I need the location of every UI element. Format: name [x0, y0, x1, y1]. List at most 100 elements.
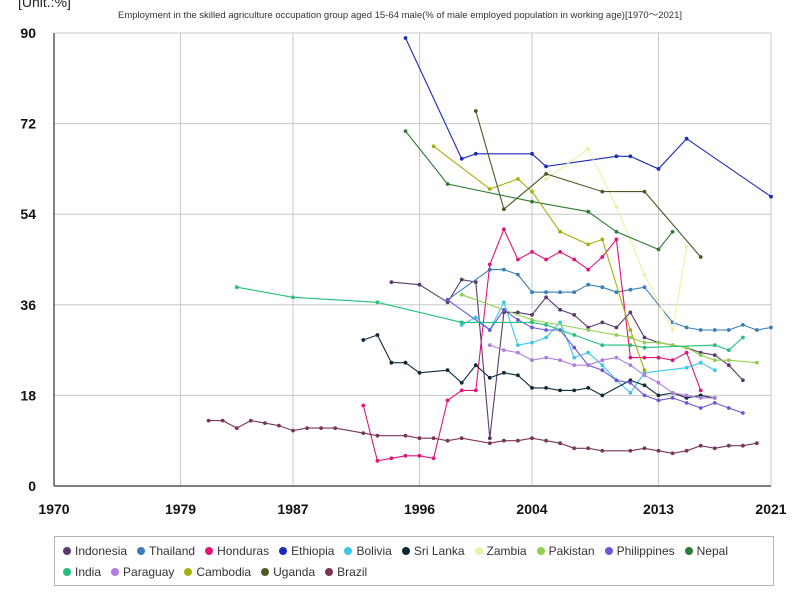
data-point-brazil-24 — [586, 446, 591, 451]
series-paraguay — [487, 343, 717, 400]
legend-marker-india — [63, 567, 71, 576]
data-point-zambia-5 — [684, 245, 689, 249]
data-point-honduras-10 — [502, 227, 506, 232]
data-point-uganda-0 — [473, 109, 478, 113]
data-point-philippines-11 — [628, 380, 633, 385]
data-point-thailand-9 — [600, 285, 605, 290]
data-point-honduras-2 — [389, 456, 394, 461]
data-point-philippines-4 — [530, 325, 534, 330]
data-point-indonesia-3 — [459, 277, 464, 282]
data-point-paraguay-8 — [600, 358, 605, 363]
data-point-brazil-0 — [206, 418, 211, 423]
data-point-paraguay-4 — [544, 355, 548, 360]
data-point-honduras-7 — [459, 388, 464, 393]
data-point-pakistan-10 — [712, 358, 717, 363]
data-point-india-11 — [726, 348, 731, 352]
data-point-ethiopia-9 — [769, 194, 773, 199]
legend-marker-zambia — [474, 546, 483, 555]
data-point-brazil-6 — [291, 428, 295, 433]
data-point-indonesia-9 — [544, 295, 548, 300]
data-point-thailand-14 — [684, 325, 689, 330]
data-point-bolivia-9 — [586, 350, 591, 355]
data-point-honduras-24 — [698, 388, 703, 393]
series-ethiopia — [403, 36, 773, 199]
data-point-paraguay-9 — [614, 355, 619, 360]
data-point-nepal-6 — [670, 229, 675, 234]
data-point-ethiopia-8 — [684, 136, 689, 141]
data-point-paraguay-14 — [684, 393, 689, 398]
data-point-bolivia-5 — [530, 340, 534, 345]
data-point-honduras-23 — [684, 350, 689, 355]
data-point-honduras-1 — [375, 458, 380, 463]
data-point-indonesia-0 — [389, 280, 394, 284]
data-point-paraguay-5 — [558, 358, 562, 363]
data-point-indonesia-15 — [628, 310, 633, 315]
series-line-brazil — [208, 420, 757, 454]
data-point-sri-lanka-9 — [502, 370, 506, 375]
data-point-indonesia-8 — [530, 313, 534, 317]
legend-item-paraguay: Paraguay — [111, 561, 174, 582]
data-point-nepal-0 — [403, 129, 408, 134]
data-point-brazil-34 — [741, 443, 745, 448]
data-point-thailand-12 — [642, 285, 647, 290]
legend-item-nepal: Nepal — [684, 540, 728, 561]
data-point-honduras-6 — [445, 398, 450, 403]
legend-label-thailand: Thailand — [149, 543, 196, 558]
data-point-india-10 — [712, 343, 717, 347]
data-point-honduras-8 — [473, 388, 478, 393]
data-point-zambia-3 — [642, 272, 647, 277]
data-point-philippines-17 — [712, 401, 717, 405]
data-point-ethiopia-4 — [544, 164, 548, 169]
data-point-brazil-29 — [670, 451, 675, 456]
x-tick-label-4: 2004 — [516, 501, 547, 517]
legend-label-uganda: Uganda — [273, 564, 316, 579]
legend-marker-ethiopia — [279, 546, 288, 555]
x-tick-label-5: 2013 — [643, 501, 674, 517]
data-point-uganda-4 — [642, 189, 647, 194]
legend-label-zambia: Zambia — [486, 543, 527, 558]
data-point-indonesia-16 — [642, 335, 647, 340]
data-point-honduras-22 — [670, 358, 675, 363]
legend-marker-bolivia — [344, 546, 353, 555]
data-point-philippines-13 — [656, 398, 661, 403]
data-point-bolivia-8 — [572, 355, 577, 360]
data-point-cambodia-4 — [558, 229, 562, 234]
data-point-bolivia-10 — [600, 363, 605, 368]
y-tick-label-1: 18 — [20, 387, 36, 403]
data-point-philippines-12 — [642, 393, 647, 398]
data-point-ethiopia-6 — [628, 154, 633, 159]
data-point-philippines-0 — [445, 297, 450, 302]
series-india — [234, 285, 745, 352]
legend-label-pakistan: Pakistan — [548, 543, 595, 558]
data-point-thailand-8 — [586, 282, 591, 287]
data-point-indonesia-7 — [516, 310, 520, 315]
data-point-bolivia-14 — [684, 365, 689, 370]
data-point-india-6 — [572, 333, 577, 337]
data-point-cambodia-3 — [530, 189, 534, 194]
legend-item-honduras: Honduras — [205, 540, 269, 561]
unit-label: [Unit.:%] — [18, 0, 71, 10]
data-point-bolivia-12 — [628, 391, 633, 395]
data-point-ethiopia-3 — [530, 151, 534, 156]
data-point-philippines-16 — [698, 406, 703, 410]
data-point-philippines-14 — [670, 396, 675, 400]
data-point-paraguay-13 — [670, 391, 675, 395]
data-point-india-1 — [291, 295, 295, 300]
data-point-sri-lanka-16 — [600, 393, 605, 398]
legend-marker-paraguay — [111, 567, 120, 576]
series-line-zambia — [545, 147, 688, 332]
data-point-indonesia-5 — [487, 436, 492, 441]
x-tick-label-6: 2021 — [755, 501, 786, 517]
data-point-cambodia-0 — [431, 144, 436, 149]
data-point-thailand-3 — [516, 272, 520, 277]
legend-label-honduras: Honduras — [217, 543, 270, 558]
data-point-ethiopia-7 — [656, 167, 661, 171]
data-point-brazil-2 — [234, 426, 239, 430]
x-tick-label-2: 1987 — [277, 501, 308, 517]
data-point-india-0 — [234, 285, 239, 290]
data-point-bolivia-7 — [558, 320, 562, 325]
data-point-pakistan-2 — [586, 328, 591, 332]
data-point-indonesia-1 — [417, 282, 422, 287]
legend-marker-nepal — [684, 546, 693, 555]
data-point-uganda-2 — [544, 172, 548, 176]
